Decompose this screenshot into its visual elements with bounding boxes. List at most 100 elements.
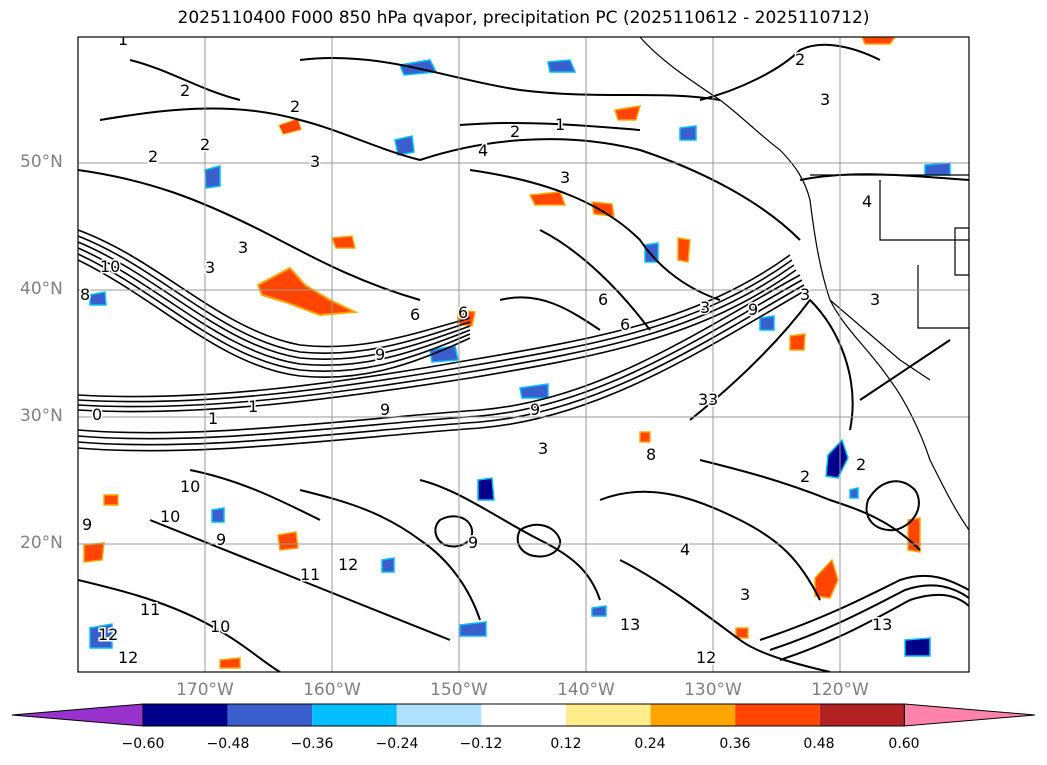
colorbar [11, 703, 1036, 727]
contour-bundle [78, 274, 807, 452]
contour-value-label: 3 [560, 168, 570, 187]
contour-value-label: 3 [205, 258, 215, 277]
precip-negative-patch [591, 605, 607, 617]
contour-value-label: 2 [148, 147, 158, 166]
colorbar-tick-label: 0.36 [719, 736, 751, 752]
colorbar-tick-label: −0.48 [206, 736, 250, 752]
contour-value-label: 6 [598, 290, 608, 309]
contour-value-label: 9 [216, 530, 226, 549]
contour-value-label: 2 [856, 455, 866, 474]
contour-value-label: 2 [200, 135, 210, 154]
contour-value-label: 3 [238, 238, 248, 257]
coastline [639, 37, 969, 531]
plot-title: 2025110400 F000 850 hPa qvapor, precipit… [177, 8, 870, 28]
lat-label-30n: 30°N [20, 406, 63, 426]
precip-negative-patch [394, 135, 415, 156]
precip-positive-patch [591, 201, 615, 217]
contour-value-label: 2 [510, 122, 520, 141]
colorbar-segment [735, 704, 820, 726]
grid-lines [78, 37, 969, 672]
contour-bundle [78, 229, 471, 379]
precip-negative-patch [459, 621, 487, 637]
contour-value-label: 1 [118, 30, 128, 49]
contour-value-label: 3 [740, 585, 750, 604]
precip-negative-patch [904, 637, 931, 657]
precip-positive-patch [614, 105, 642, 121]
contour-value-label: 6 [458, 303, 468, 322]
lon-label-120w: 120°W [811, 680, 869, 700]
contour-value-label: 3 [698, 390, 708, 409]
contour-value-label: 12 [118, 648, 138, 667]
contour-value-label: 13 [872, 615, 892, 634]
contour-value-label: 2 [800, 467, 810, 486]
contour-value-label: 13 [620, 615, 640, 634]
colorbar-segment [227, 704, 313, 726]
precip-positive-patch [103, 494, 119, 506]
contour-value-label: 4 [862, 192, 872, 211]
contour-value-label: 9 [375, 345, 385, 364]
contour-bundle [78, 254, 797, 413]
colorbar-segment [396, 704, 482, 726]
colorbar-tick-label: −0.12 [459, 736, 503, 752]
contour-value-label: 9 [380, 400, 390, 419]
contour-value-label: 9 [530, 400, 540, 419]
contour-value-label: 10 [180, 477, 200, 496]
contour-value-label: 3 [538, 439, 548, 458]
precip-negative-patch [477, 477, 495, 501]
contour-value-label: 6 [620, 315, 630, 334]
contour-value-label: 0 [92, 405, 102, 424]
colorbar-frame [142, 703, 905, 727]
precip-negative-patch [211, 507, 225, 523]
colorbar-tick-label: 0.12 [550, 736, 582, 752]
contour-value-label: 3 [870, 290, 880, 309]
precip-positive-patch [457, 309, 476, 327]
contour-value-label: 2 [180, 81, 190, 100]
contour-value-label: 4 [680, 540, 690, 559]
colorbar-extend-low [11, 703, 144, 727]
map-background [78, 37, 969, 672]
contour-value-label: 3 [700, 298, 710, 317]
lat-label-50n: 50°N [20, 152, 63, 172]
precip-positive-patch [677, 237, 691, 263]
colorbar-tick-label: −0.60 [121, 736, 165, 752]
contour-value-label: 3 [310, 152, 320, 171]
precip-positive-patch [789, 333, 806, 351]
contour-value-label: 12 [98, 625, 118, 644]
precip-positive-patch [330, 235, 356, 249]
precip-positive-patch [639, 431, 651, 443]
qvapor-contours [78, 43, 969, 672]
lon-label-130w: 130°W [684, 680, 742, 700]
contour-value-label: 11 [140, 600, 160, 619]
contour-value-label: 9 [748, 300, 758, 319]
contour-value-label: 3 [820, 90, 830, 109]
precip-patches [83, 37, 951, 669]
contour-value-label: 1 [208, 409, 218, 428]
precip-positive-patch [528, 191, 567, 206]
lon-label-160w: 160°W [303, 680, 361, 700]
precip-positive-patch [83, 542, 105, 563]
precip-positive-patch [814, 558, 839, 599]
precip-positive-patch [219, 657, 241, 669]
lat-label-40n: 40°N [20, 279, 63, 299]
contour-value-label: 1 [248, 397, 258, 416]
precip-negative-patch [429, 345, 459, 363]
colorbar-segment [143, 704, 228, 726]
contour-value-label: 4 [478, 141, 488, 160]
precip-negative-patch [759, 315, 775, 331]
precip-negative-patch [547, 59, 577, 73]
precip-positive-patch [277, 531, 299, 551]
precip-negative-patch [89, 623, 113, 649]
colorbar-segment [650, 704, 736, 726]
lon-label-150w: 150°W [430, 680, 488, 700]
precip-negative-patch [89, 291, 107, 306]
precip-negative-patch [849, 487, 859, 499]
colorbar-segment [566, 704, 651, 726]
contour-value-label: 8 [80, 285, 90, 304]
contour-value-label: 3 [708, 390, 718, 409]
precip-negative-patch [924, 162, 951, 176]
contour-value-label: 10 [100, 257, 120, 276]
precip-positive-patch [256, 266, 359, 317]
colorbar-tick-label: 0.24 [634, 736, 666, 752]
